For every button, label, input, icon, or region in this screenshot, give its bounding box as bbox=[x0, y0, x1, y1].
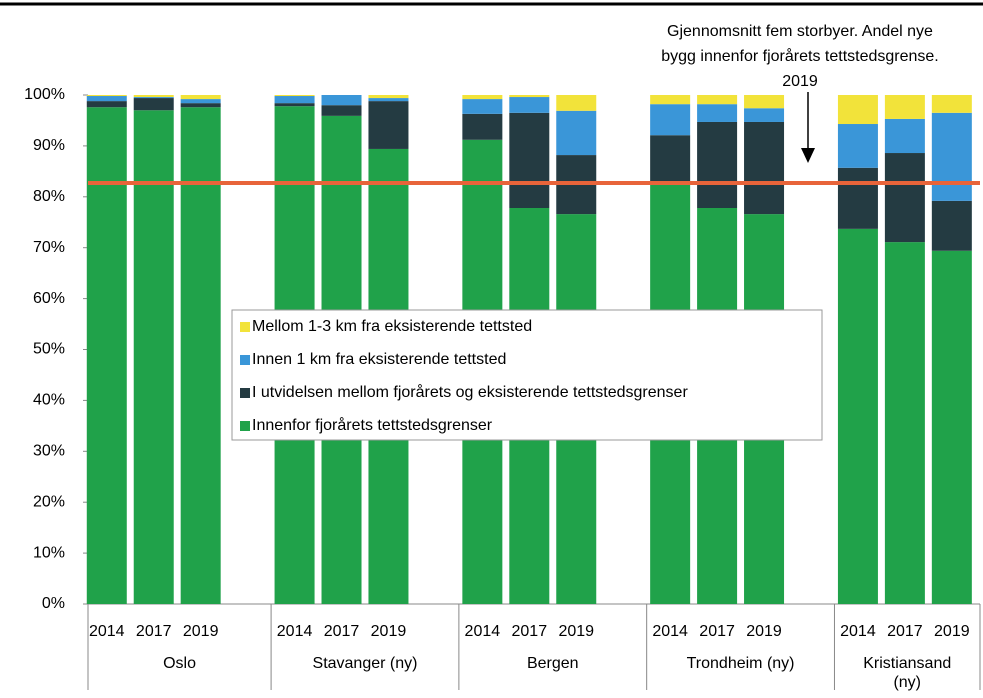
group-label: Stavanger (ny) bbox=[312, 655, 418, 672]
bar-segment bbox=[274, 103, 315, 107]
bar-segment bbox=[133, 98, 174, 111]
bar-segment bbox=[884, 118, 925, 154]
bar-segment bbox=[837, 124, 878, 168]
legend-label: Mellom 1-3 km fra eksisterende tettsted bbox=[252, 318, 532, 335]
legend-label: Innenfor fjorårets tettstedsgrenser bbox=[252, 416, 493, 434]
group-label: Kristiansand (ny) bbox=[863, 655, 952, 691]
x-tick-label: 2017 bbox=[136, 623, 172, 640]
bar-segment bbox=[133, 110, 174, 605]
x-tick-label: 2014 bbox=[840, 623, 876, 640]
bar-segment bbox=[556, 95, 597, 111]
y-tick-label: 90% bbox=[33, 137, 65, 154]
y-tick-label: 10% bbox=[33, 544, 65, 561]
bar-segment bbox=[509, 112, 550, 208]
bar-segment bbox=[133, 97, 174, 99]
bar-segment bbox=[462, 99, 503, 114]
legend-swatch bbox=[240, 388, 250, 398]
arrow-head bbox=[801, 148, 815, 163]
bar-segment bbox=[321, 105, 362, 116]
bar-segment bbox=[274, 96, 315, 104]
bar-segment bbox=[931, 250, 972, 604]
bar-segment bbox=[744, 108, 785, 122]
bar-segment bbox=[180, 99, 221, 104]
x-tick-label: 2014 bbox=[465, 623, 501, 640]
legend-swatch bbox=[240, 421, 250, 431]
legend-swatch bbox=[240, 322, 250, 332]
bar-segment bbox=[931, 112, 972, 201]
x-tick-label: 2017 bbox=[887, 623, 923, 640]
bar-segment bbox=[462, 113, 503, 140]
y-tick-label: 30% bbox=[33, 443, 65, 460]
annotation: bygg innenfor fjorårets tettstedsgrense. bbox=[661, 47, 939, 65]
bar-segment bbox=[744, 95, 785, 109]
bar-segment bbox=[650, 95, 691, 105]
bar-segment bbox=[650, 104, 691, 136]
bar-segment bbox=[274, 95, 315, 97]
y-tick-label: 70% bbox=[33, 239, 65, 256]
bar-segment bbox=[86, 101, 127, 108]
legend-swatch bbox=[240, 355, 250, 365]
x-tick-label: 2019 bbox=[558, 623, 594, 640]
bar-segment bbox=[744, 121, 785, 215]
x-tick-label: 2017 bbox=[324, 623, 360, 640]
bar-segment bbox=[837, 228, 878, 604]
bar-segment bbox=[368, 98, 409, 102]
x-tick-label: 2019 bbox=[934, 623, 970, 640]
bar-segment bbox=[368, 101, 409, 149]
legend-label: Innen 1 km fra eksisterende tettsted bbox=[252, 351, 506, 368]
bar-segment bbox=[837, 95, 878, 125]
group-label: Trondheim (ny) bbox=[686, 655, 795, 672]
group-label: Bergen bbox=[526, 655, 579, 672]
y-tick-label: 0% bbox=[42, 595, 65, 612]
bar-segment bbox=[133, 95, 174, 98]
annotation: Gjennomsnitt fem storbyer. Andel nye bbox=[667, 23, 933, 40]
bar-segment bbox=[180, 107, 221, 604]
bar-segment bbox=[697, 104, 738, 122]
x-tick-label: 2014 bbox=[652, 623, 688, 640]
x-tick-label: 2014 bbox=[89, 623, 125, 640]
y-tick-label: 100% bbox=[24, 86, 65, 103]
bar-segment bbox=[697, 121, 738, 208]
bar-segment bbox=[86, 95, 127, 97]
bar-segment bbox=[884, 153, 925, 243]
bar-segment bbox=[884, 242, 925, 604]
bar-segment bbox=[180, 103, 221, 108]
x-tick-label: 2017 bbox=[512, 623, 548, 640]
bar-segment bbox=[931, 200, 972, 251]
legend-box bbox=[231, 309, 823, 441]
bar-segment bbox=[884, 95, 925, 119]
bar-segment bbox=[368, 95, 409, 99]
bar-segment bbox=[650, 135, 691, 183]
y-tick-label: 20% bbox=[33, 493, 65, 510]
bar-segment bbox=[180, 95, 221, 100]
x-tick-label: 2019 bbox=[746, 623, 782, 640]
annotation: 2019 bbox=[782, 73, 818, 90]
y-tick-label: 50% bbox=[33, 341, 65, 358]
bar-segment bbox=[509, 97, 550, 113]
bar-segment bbox=[86, 96, 127, 102]
x-tick-label: 2019 bbox=[371, 623, 407, 640]
bar-segment bbox=[697, 95, 738, 105]
y-tick-label: 60% bbox=[33, 290, 65, 307]
bar-segment bbox=[462, 95, 503, 100]
bar-segment bbox=[837, 167, 878, 229]
bar-segment bbox=[509, 95, 550, 98]
bar-segment bbox=[321, 95, 362, 106]
bar-segment bbox=[556, 110, 597, 156]
x-tick-label: 2019 bbox=[183, 623, 219, 640]
y-tick-label: 40% bbox=[33, 392, 65, 409]
bar-segment bbox=[86, 107, 127, 604]
y-tick-label: 80% bbox=[33, 188, 65, 205]
legend-label: I utvidelsen mellom fjorårets og eksiste… bbox=[252, 383, 688, 401]
x-tick-label: 2014 bbox=[277, 623, 313, 640]
group-label: Oslo bbox=[163, 655, 196, 672]
x-tick-label: 2017 bbox=[699, 623, 735, 640]
bar-segment bbox=[931, 95, 972, 113]
